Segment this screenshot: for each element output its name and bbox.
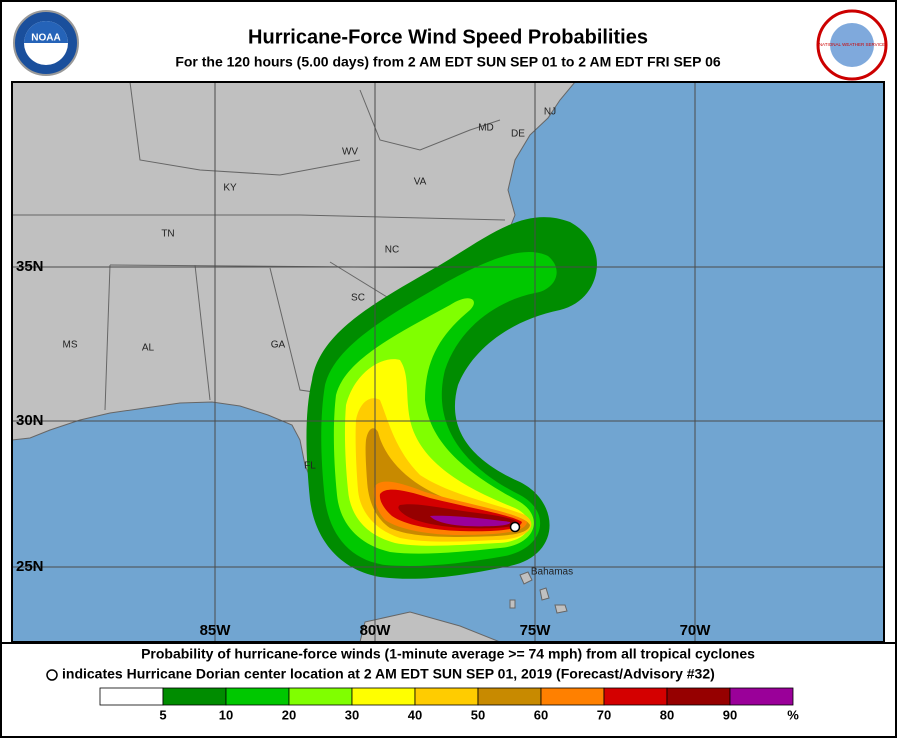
region-label: GA (271, 340, 286, 351)
region-label: TN (161, 229, 174, 240)
longitude-label: 80W (360, 622, 392, 639)
logo-text: NOAA (31, 33, 60, 44)
region-label: KY (223, 183, 237, 194)
region-label: NJ (544, 107, 556, 118)
region-label: VA (414, 177, 427, 188)
legend-tick: 30 (345, 707, 359, 722)
nws-logo: NATIONAL WEATHER SERVICE (816, 9, 888, 81)
longitude-label: 85W (200, 622, 232, 639)
legend-tick: 90 (723, 707, 737, 722)
footer-line: indicates Hurricane Dorian center locati… (62, 666, 715, 682)
region-label: SC (351, 293, 365, 304)
legend-tick: 10 (219, 707, 233, 722)
legend-tick: 60 (534, 707, 548, 722)
legend-swatch (540, 687, 605, 706)
center-symbol (46, 669, 58, 681)
legend-tick: 40 (408, 707, 422, 722)
region-label: FL (304, 461, 316, 472)
legend-tick: 50 (471, 707, 485, 722)
legend-tick: 5 (159, 707, 166, 722)
latitude-label: 25N (16, 558, 44, 575)
map: KY WV VA NC TN SC GA AL MS FL MD DE NJ Bahamas (11, 81, 885, 643)
subtitle: For the 120 hours (5.00 days) from 2 AM … (175, 54, 721, 70)
noaa-logo: NOAA (13, 10, 79, 76)
legend-swatch (351, 687, 416, 706)
legend-swatch (225, 687, 290, 706)
legend-swatch (603, 687, 668, 706)
longitude-label: 70W (680, 622, 712, 639)
footer-line: Probability of hurricane-force winds (1-… (141, 646, 755, 662)
legend-tick: 80 (660, 707, 674, 722)
region-label: AL (142, 343, 155, 354)
legend-swatch (666, 687, 731, 706)
legend-tick: 70 (597, 707, 611, 722)
region-label: DE (511, 129, 525, 140)
region-label: NC (385, 245, 399, 256)
legend-swatch (414, 687, 479, 706)
legend-unit: % (787, 707, 799, 722)
region-label: WV (342, 147, 358, 158)
legend-swatch (477, 687, 542, 706)
region-label: MS (63, 340, 78, 351)
title: Hurricane-Force Wind Speed Probabilities (248, 26, 648, 48)
legend-swatch (729, 687, 794, 706)
legend-tick: 20 (282, 707, 296, 722)
region-label: Bahamas (531, 567, 573, 578)
logo-text: NATIONAL WEATHER SERVICE (819, 42, 885, 47)
legend-swatch (99, 687, 164, 706)
longitude-label: 75W (520, 622, 552, 639)
region-label: MD (478, 123, 494, 134)
legend-swatch (288, 687, 353, 706)
legend-swatch (162, 687, 227, 706)
latitude-label: 30N (16, 412, 44, 429)
latitude-label: 35N (16, 258, 44, 275)
